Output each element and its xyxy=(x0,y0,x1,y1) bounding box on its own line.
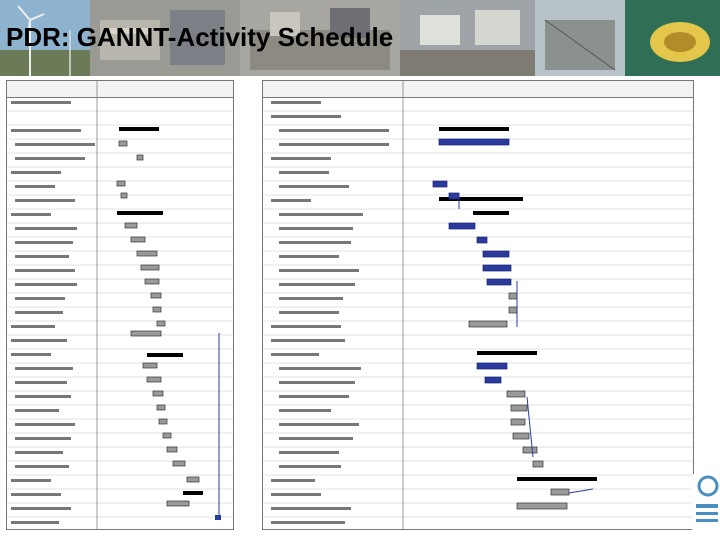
equipment-photo xyxy=(90,0,240,76)
wind-turbine-photo xyxy=(0,0,90,76)
slide-title: PDR: GANNT-Activity Schedule xyxy=(6,22,394,52)
lab-photo xyxy=(240,0,400,76)
header-photo-banner: PDR: GANNT-Activity Schedule xyxy=(0,0,720,76)
cad-model-photo xyxy=(625,0,720,76)
gantt-chart-right-image xyxy=(262,80,694,530)
gantt-left-drawing xyxy=(7,81,233,529)
gantt-header xyxy=(7,81,233,98)
gantt-header xyxy=(263,81,693,98)
structure-photo xyxy=(535,0,625,76)
gantt-chart-left-image xyxy=(6,80,234,530)
computer-lab-photo xyxy=(400,0,535,76)
university-logo xyxy=(692,474,720,530)
gantt-right-drawing xyxy=(263,81,693,529)
